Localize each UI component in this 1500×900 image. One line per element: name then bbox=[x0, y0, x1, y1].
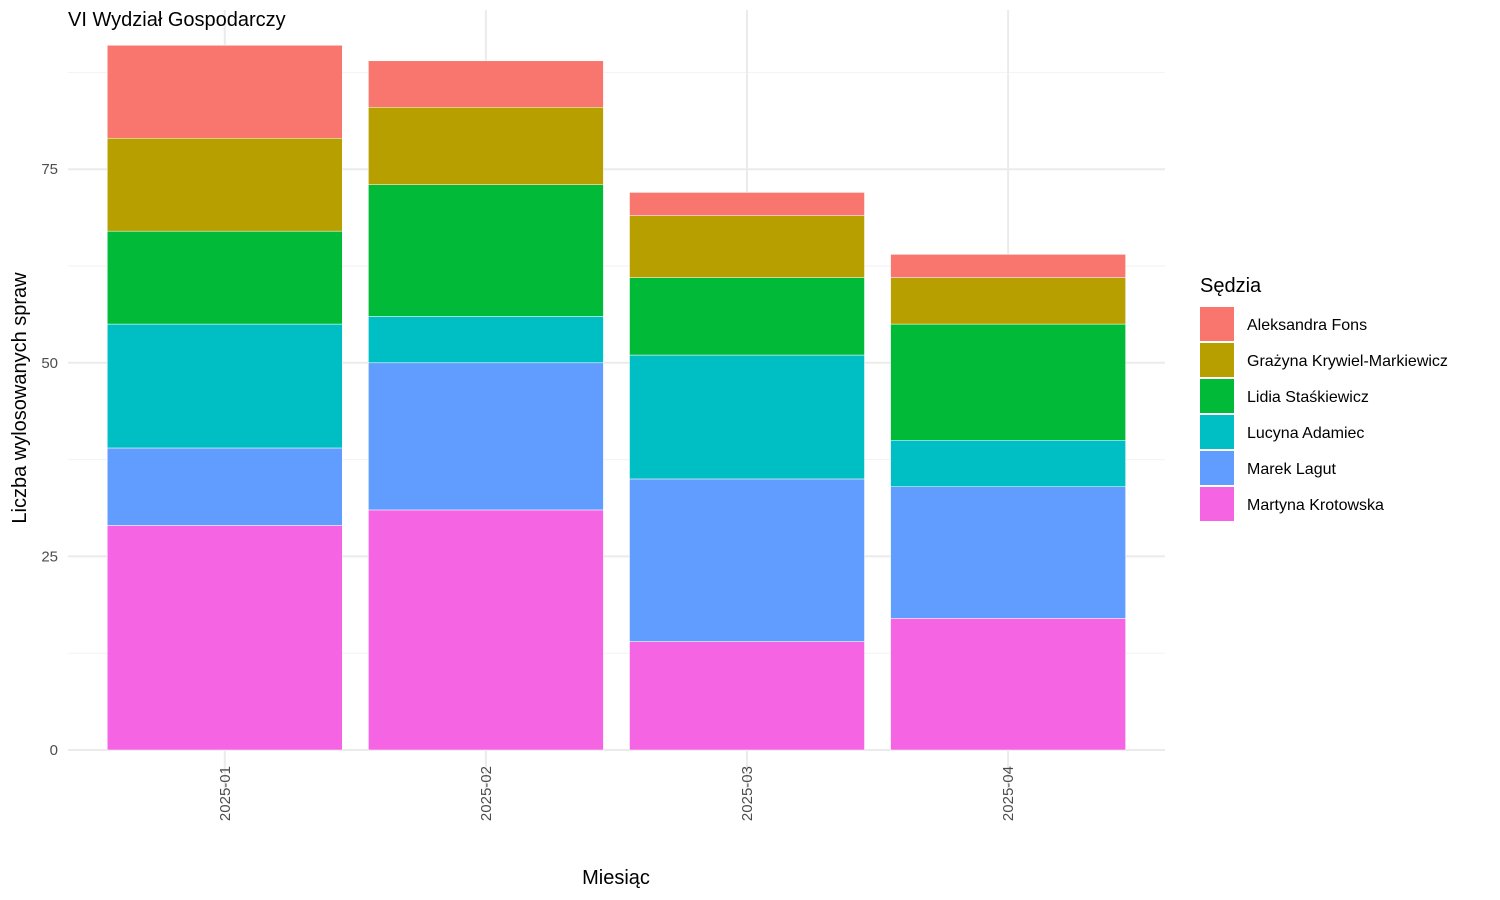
legend-swatch bbox=[1200, 487, 1234, 521]
bar-segment bbox=[629, 354, 865, 480]
legend-swatch bbox=[1200, 379, 1234, 413]
legend-title: Sędzia bbox=[1200, 275, 1262, 297]
legend-swatch bbox=[1200, 343, 1234, 377]
legend-label: Lucyna Adamiec bbox=[1247, 425, 1364, 442]
y-axis-title: Liczba wylosowanych spraw bbox=[9, 272, 31, 524]
legend-items: Aleksandra Fons Grażyna Krywiel-Markiewic… bbox=[1200, 307, 1448, 521]
x-tick-labels: 2025-01 2025-02 2025-03 2025-04 bbox=[217, 766, 1017, 821]
legend: Sędzia Aleksandra Fons Grażyna Krywiel-Ma… bbox=[1200, 275, 1448, 521]
bar-segment bbox=[629, 192, 865, 216]
bar-segment bbox=[629, 641, 865, 751]
x-tick-label: 2025-03 bbox=[739, 766, 756, 821]
x-tick-label: 2025-02 bbox=[478, 766, 495, 821]
bar-segment bbox=[368, 316, 604, 364]
bars bbox=[107, 45, 1126, 751]
bar-segment bbox=[368, 184, 604, 317]
x-axis-title: Miesiąc bbox=[582, 867, 650, 889]
legend-swatch bbox=[1200, 307, 1234, 341]
bar-segment bbox=[890, 439, 1126, 487]
legend-swatch bbox=[1200, 451, 1234, 485]
bar-segment bbox=[890, 486, 1126, 619]
chart-title: VI Wydział Gospodarczy bbox=[68, 9, 286, 31]
bar-segment bbox=[107, 525, 343, 751]
bar-segment bbox=[890, 323, 1126, 441]
y-tick-label: 50 bbox=[41, 355, 58, 372]
legend-label: Grażyna Krywiel-Markiewicz bbox=[1247, 353, 1448, 370]
bar-segment bbox=[629, 277, 865, 356]
bar-segment bbox=[107, 137, 343, 232]
y-tick-label: 25 bbox=[41, 548, 58, 565]
x-tick-label: 2025-04 bbox=[1000, 766, 1017, 821]
y-tick-label: 75 bbox=[41, 161, 58, 178]
y-tick-label: 0 bbox=[50, 742, 58, 759]
legend-label: Lidia Staśkiewicz bbox=[1247, 389, 1369, 406]
bar-segment bbox=[107, 447, 343, 526]
bar-segment bbox=[890, 254, 1126, 278]
legend-label: Martyna Krotowska bbox=[1247, 497, 1384, 514]
legend-label: Aleksandra Fons bbox=[1247, 317, 1367, 334]
bar-segment bbox=[629, 215, 865, 278]
bar-segment bbox=[107, 230, 343, 325]
bar-segment bbox=[890, 618, 1126, 751]
bar-segment bbox=[368, 60, 604, 108]
bar-segment bbox=[890, 277, 1126, 325]
bar-segment bbox=[107, 323, 343, 449]
bar-segment bbox=[107, 45, 343, 139]
bar-segment bbox=[368, 106, 604, 185]
legend-swatch bbox=[1200, 415, 1234, 449]
x-tick-label: 2025-01 bbox=[217, 766, 234, 821]
bar-segment bbox=[368, 362, 604, 511]
y-tick-labels: 0 25 50 75 bbox=[41, 161, 58, 759]
bar-segment bbox=[368, 509, 604, 751]
legend-label: Marek Lagut bbox=[1247, 461, 1336, 478]
bar-segment bbox=[629, 478, 865, 642]
